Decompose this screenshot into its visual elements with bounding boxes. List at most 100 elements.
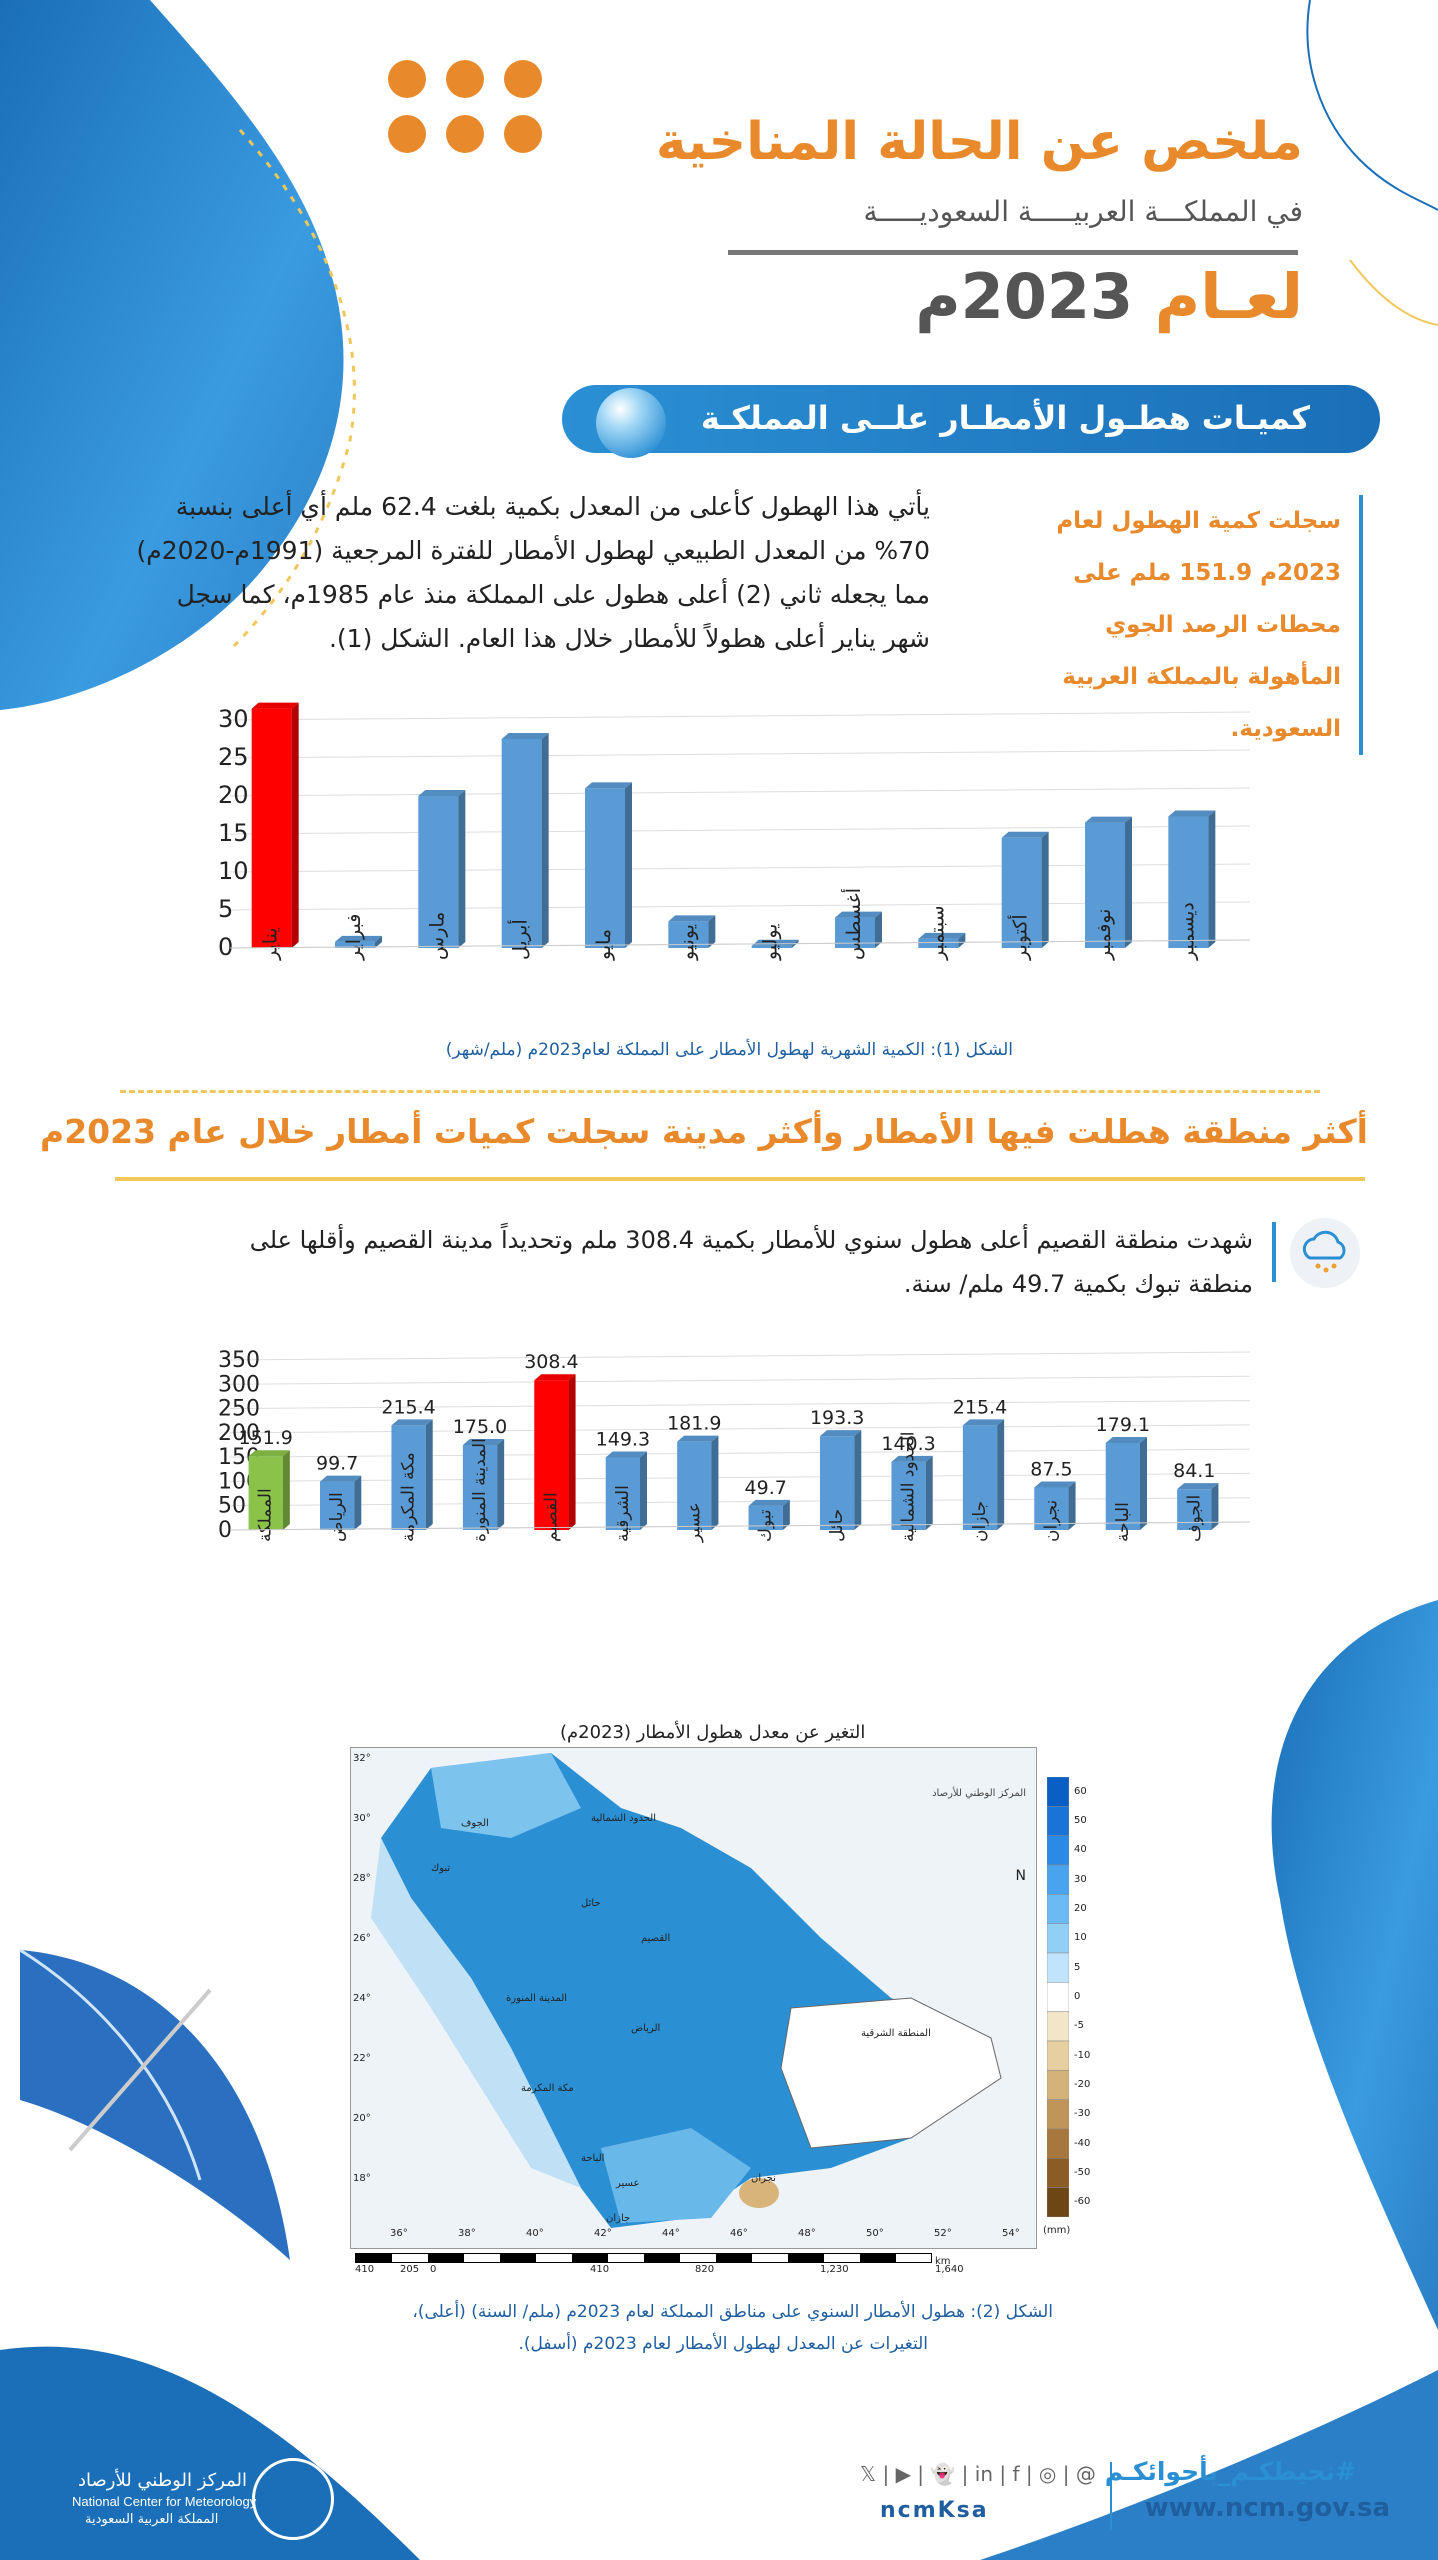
social-handle[interactable]: ncmKsa <box>880 2498 989 2523</box>
y-tick-label: 0 <box>218 1518 232 1543</box>
category-label: نجران <box>1041 1500 1061 1542</box>
legend-value: 10 <box>1074 1932 1087 1944</box>
category-label: مارس <box>426 912 448 960</box>
latitude-label: 32° <box>353 1753 371 1764</box>
latitude-label: 20° <box>353 2113 371 2124</box>
y-tick-label: 30 <box>218 705 249 733</box>
legend-value: -40 <box>1074 2137 1091 2149</box>
category-label: عسير <box>684 1502 704 1543</box>
bar-9 <box>891 1455 933 1530</box>
ncm-logo-icon <box>252 2458 334 2540</box>
category-label: أبريل <box>508 919 532 960</box>
longitude-label: 42° <box>594 2228 612 2239</box>
rain-cloud-icon <box>1290 1218 1360 1288</box>
map-region-label: نجران <box>751 2173 776 2184</box>
legend-swatch <box>1047 2128 1069 2159</box>
figure2-caption-line2: التغيرات عن المعدل لهطول الأمطار لعام 20… <box>518 2334 928 2354</box>
latitude-label: 18° <box>353 2173 371 2184</box>
bar-10 <box>962 1419 1005 1530</box>
bar-5 <box>668 915 716 948</box>
data-label: 175.0 <box>453 1416 507 1438</box>
legend-value: 30 <box>1074 1873 1087 1885</box>
longitude-label: 52° <box>934 2228 952 2239</box>
footer-hashtag: #نحيطكـم_بأجوائكـم <box>1104 2457 1356 2486</box>
gridline <box>229 901 1251 911</box>
data-label: 140.3 <box>881 1433 935 1455</box>
y-tick-label: 200 <box>218 1421 260 1446</box>
latitude-label: 30° <box>353 1813 371 1824</box>
legend-value: 5 <box>1074 1961 1081 1973</box>
longitude-label: 54° <box>1002 2228 1020 2239</box>
map-region-label: المدينة المنورة <box>506 1993 568 2004</box>
category-label: الحدود الشمالية <box>899 1432 919 1542</box>
y-tick-label: 250 <box>218 1397 260 1422</box>
regional-rainfall-chart: 050100150200250300350151.9المملكة99.7الر… <box>218 1348 1251 1543</box>
latitude-label: 26° <box>353 1933 371 1944</box>
data-label: 99.7 <box>316 1453 358 1475</box>
legend-swatch <box>1047 1777 1069 1807</box>
map-legend-labels: 60 50 40 30 20 10 5 0 -5 -10 -20 -30 -40 -50 -60 <box>1072 1777 1102 2237</box>
data-label: 193.3 <box>810 1407 864 1429</box>
gridline <box>229 1448 1251 1458</box>
x-axis <box>229 1521 1251 1531</box>
map-scale-labels: 410 205 0 410 820 1,230 1,640 <box>355 2264 964 2278</box>
legend-swatch <box>1047 1835 1069 1866</box>
social-icons[interactable]: 𝕏 | ▶ | 👻 | in | f | ◎ | @ <box>860 2462 1096 2486</box>
x-axis <box>229 939 1251 949</box>
y-tick-label: 20 <box>218 781 249 809</box>
legend-swatch <box>1047 1806 1069 1836</box>
category-label: المدينة المنورة <box>470 1438 490 1542</box>
latitude-label: 22° <box>353 2053 371 2064</box>
y-tick-label: 300 <box>218 1372 260 1397</box>
category-label: القصيم <box>541 1492 561 1542</box>
gridline <box>229 863 1251 873</box>
longitude-label: 38° <box>458 2228 476 2239</box>
bar-9 <box>1001 831 1049 948</box>
section2-paragraph: شهدت منطقة القصيم أعلى هطول سنوي للأمطار… <box>249 1226 1253 1298</box>
rainfall-anomaly-map: المركز الوطني للأرصاد N الجوف الحدود الشم… <box>350 1747 1037 2249</box>
bar-8 <box>820 1430 862 1530</box>
legend-swatch <box>1047 2158 1069 2188</box>
map-region-label: مكة المكرمة <box>521 2083 574 2094</box>
category-label: فبراير <box>343 914 365 961</box>
map-region-label: الجوف <box>461 1818 489 1829</box>
category-label: أغسطس <box>841 888 865 960</box>
figure1-caption: الشكل (1): الكمية الشهرية لهطول الأمطار … <box>445 1040 1013 1060</box>
bar-11 <box>1034 1481 1076 1530</box>
y-tick-label: 350 <box>218 1348 260 1373</box>
map-region-label: المنطقة الشرقية <box>861 2028 931 2039</box>
legend-swatch <box>1047 2011 1069 2042</box>
category-label: المملكة <box>256 1488 276 1542</box>
bar-0 <box>248 1450 290 1530</box>
agency-logo-text: المركز الوطني للأرصاد <box>932 1788 1026 1799</box>
legend-swatch <box>1047 1982 1069 2012</box>
y-tick-label: 25 <box>218 743 249 771</box>
legend-swatch <box>1047 1864 1069 1895</box>
category-label: مكة المكرمة <box>399 1452 419 1542</box>
page-subtitle: في المملكـــة العربيـــــة السعوديـــــة <box>863 195 1303 228</box>
category-label: سبتمبر <box>926 905 948 961</box>
data-label: 308.4 <box>524 1351 578 1373</box>
category-label: يونيو <box>676 924 698 961</box>
bar-1 <box>335 935 382 948</box>
longitude-label: 36° <box>390 2228 408 2239</box>
footer-website-link[interactable]: www.ncm.gov.sa <box>1144 2493 1390 2523</box>
legend-value: 0 <box>1074 1991 1081 2002</box>
map-latitude-labels: 32° 30° 28° 26° 24° 22° 20° 18° <box>351 1748 371 2248</box>
y-tick-label: 10 <box>218 857 249 885</box>
footer-logo-arabic: المركز الوطني للأرصاد <box>78 2470 248 2491</box>
data-label: 149.3 <box>596 1428 650 1450</box>
map-region-label: الحدود الشمالية <box>591 1813 656 1824</box>
bar-4 <box>534 1374 576 1530</box>
y-tick-label: 50 <box>218 1494 246 1519</box>
bar-1 <box>320 1475 362 1530</box>
y-tick-label: 0 <box>218 933 233 961</box>
bar-11 <box>1168 810 1216 948</box>
data-label: 179.1 <box>1096 1414 1150 1436</box>
category-label: الشرقية <box>613 1485 633 1542</box>
scale-label: 1,230 <box>820 2264 849 2275</box>
figure2-caption-line1: الشكل (2): هطول الأمطار السنوي على مناطق… <box>412 2302 1053 2322</box>
bar-6 <box>677 1435 719 1530</box>
bar-8 <box>918 932 966 948</box>
